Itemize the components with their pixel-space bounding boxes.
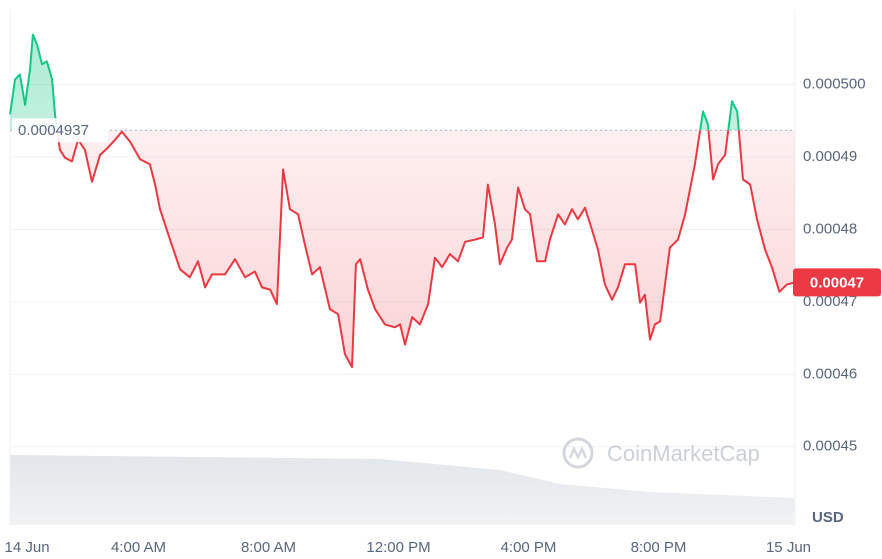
watermark: CoinMarketCap [562, 437, 760, 469]
watermark-logo [568, 446, 588, 460]
x-tick-label: 4:00 AM [111, 539, 166, 556]
y-tick-label: 0.00049 [803, 148, 857, 165]
plot: 0.0004937 [9, 33, 795, 369]
y-tick-label: 0.000500 [803, 76, 866, 93]
x-tick-label: 8:00 AM [241, 539, 296, 556]
area-below [57, 130, 795, 368]
reference-label-bg [12, 118, 108, 143]
y-tick-label: 0.00046 [803, 365, 857, 382]
price-line-down [56, 130, 795, 369]
x-tick-label: 4:00 PM [501, 539, 557, 556]
x-tick-label: 8:00 PM [631, 539, 687, 556]
current-price-label: 0.00047 [810, 274, 864, 291]
reference-label: 0.0004937 [18, 122, 89, 139]
watermark-text: CoinMarketCap [607, 441, 760, 466]
unit-label: USD [812, 509, 844, 526]
current-price-box [793, 268, 881, 297]
y-tick-label: 0.00047 [803, 293, 857, 310]
watermark-logo [562, 437, 594, 469]
x-tick-label: 15 Jun [766, 539, 811, 556]
x-tick-label: 14 Jun [5, 539, 50, 556]
x-tick-label: 12:00 PM [366, 539, 430, 556]
y-tick-label: 0.00045 [803, 438, 857, 455]
y-tick-label: 0.00048 [803, 220, 857, 237]
volume-area [10, 455, 795, 525]
